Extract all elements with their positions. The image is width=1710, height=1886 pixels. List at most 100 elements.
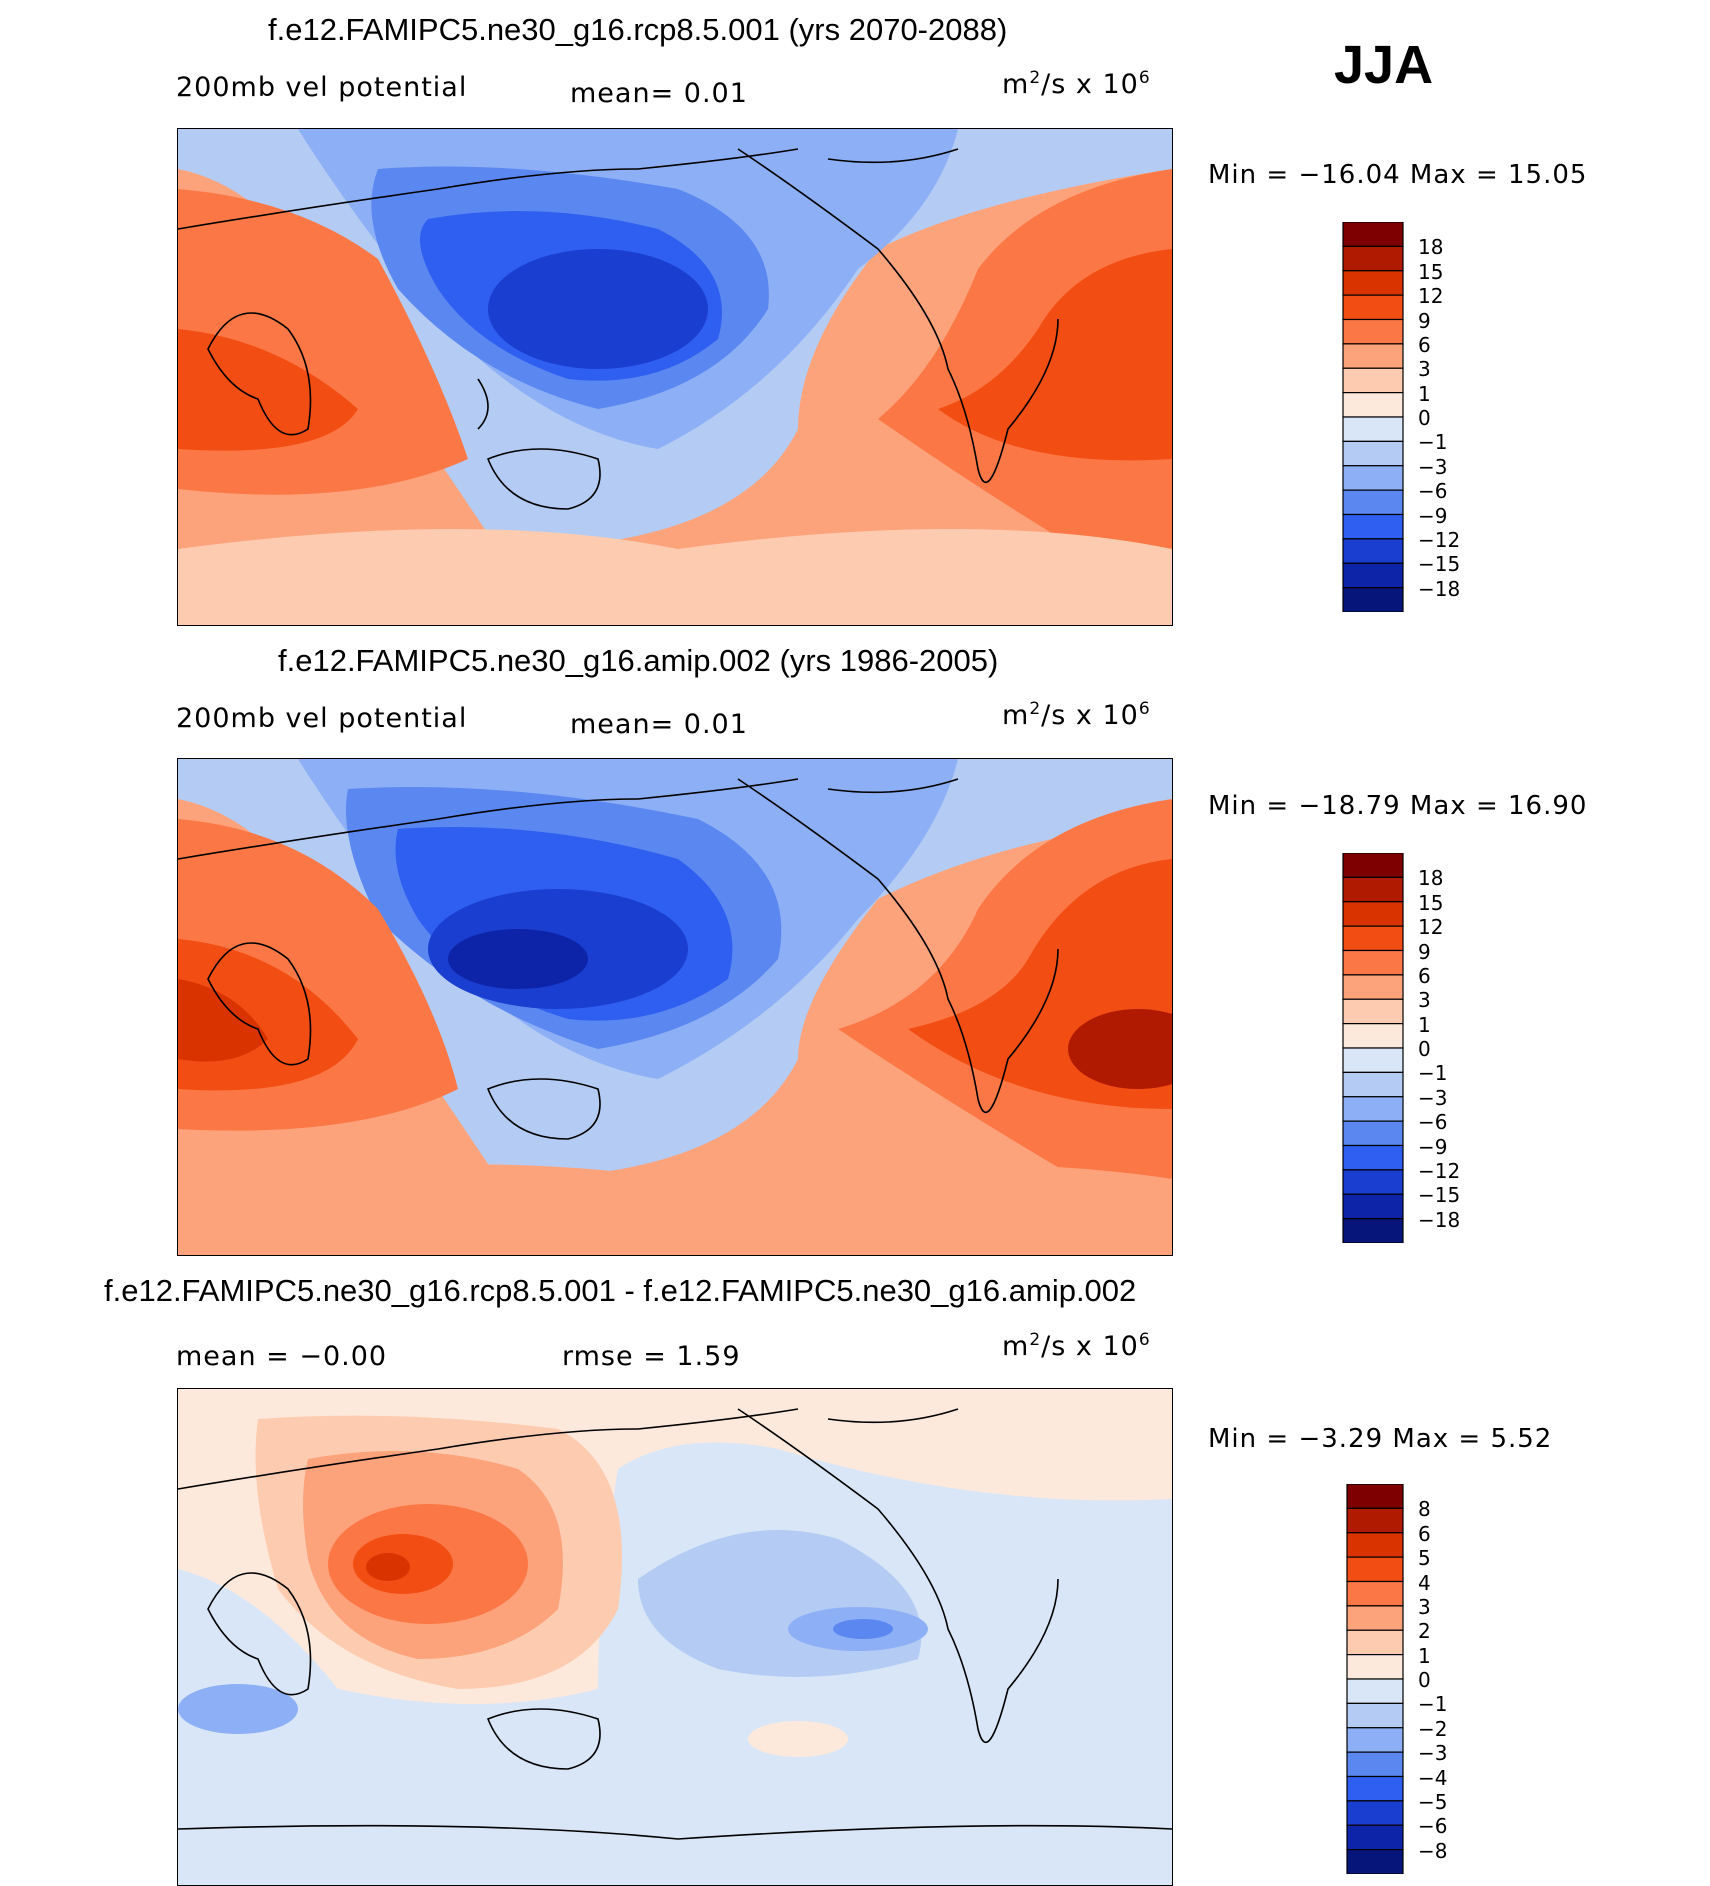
panel1-colorbar-tick-label: −15 [1418, 552, 1461, 577]
panel3-colorbar-tick-label: 1 [1418, 1643, 1431, 1668]
panel2-colorbar-tick-label: −18 [1418, 1207, 1461, 1232]
panel3-field-neg4 [178, 1684, 298, 1734]
panel3-colorbar-segment [1346, 1702, 1404, 1729]
panel1-colorbar-tick-label: 15 [1418, 259, 1444, 284]
panel2-colorbar-segment [1342, 1096, 1404, 1122]
panel3-colorbar-segment [1346, 1580, 1404, 1607]
panel2-field-south [178, 1164, 1172, 1255]
panel3-colorbar-tick-label: −8 [1418, 1838, 1448, 1863]
panel2-colorbar-segment [1342, 949, 1404, 976]
panel3-units: m2/s x 106 [1002, 1330, 1151, 1362]
panel2-map [177, 758, 1173, 1256]
panel1-colorbar-tick-label: −1 [1418, 430, 1448, 455]
panel3-colorbar [1346, 1483, 1404, 1879]
panel2-minmax: Min = −18.79 Max = 16.90 [1208, 791, 1588, 821]
panel3-colorbar-segment [1346, 1775, 1404, 1802]
panel1-colorbar [1342, 221, 1404, 617]
panel2-title: f.e12.FAMIPC5.ne30_g16.amip.002 (yrs 198… [278, 643, 999, 678]
panel3-field-neg3 [833, 1619, 893, 1639]
panel3-field-pos5 [366, 1553, 410, 1581]
panel2-colorbar-tick-label: −1 [1418, 1061, 1448, 1086]
panel3-colorbar-segment [1346, 1605, 1404, 1631]
panel1-colorbar-segment [1342, 343, 1404, 369]
panel1-minmax: Min = −16.04 Max = 15.05 [1208, 160, 1588, 190]
panel1-colorbar-tick-label: 12 [1418, 284, 1444, 309]
panel1-colorbar-tick-label: 3 [1418, 357, 1431, 382]
panel3-colorbar-segment [1346, 1629, 1404, 1656]
panel1-colorbar-segment [1342, 270, 1404, 296]
panel1-colorbar-tick-label: −12 [1418, 527, 1461, 552]
panel1-colorbar-segment [1342, 245, 1404, 272]
panel1-colorbar-segment [1342, 367, 1404, 394]
panel3-mean-label: mean = −0.00 [176, 1341, 388, 1372]
panel3-coastlines [178, 1408, 1172, 1840]
panel1-colorbar-tick-label: 6 [1418, 332, 1431, 357]
panel2-colorbar-tick-label: 6 [1418, 963, 1431, 988]
panel3-colorbar-segment [1346, 1751, 1404, 1778]
panel1-colorbar-segment [1342, 587, 1404, 613]
panel3-minmax: Min = −3.29 Max = 5.52 [1208, 1424, 1553, 1454]
panel2-field-pos6 [1068, 1009, 1172, 1089]
panel1-colorbar-segment [1342, 294, 1404, 321]
panel3-colorbar-tick-label: −4 [1418, 1765, 1448, 1790]
panel3-colorbar-svg [1346, 1483, 1404, 1875]
panel2-colorbar-tick-label: 1 [1418, 1012, 1431, 1037]
panel2-mean-label: mean= 0.01 [570, 709, 748, 740]
panel1-map [177, 128, 1173, 626]
panel3-colorbar-segment [1346, 1727, 1404, 1753]
panel3-colorbar-tick-label: −1 [1418, 1692, 1448, 1717]
season-label: JJA [1334, 35, 1434, 95]
panel3-colorbar-tick-label: 3 [1418, 1594, 1431, 1619]
panel2-colorbar-tick-label: −6 [1418, 1110, 1448, 1135]
panel2-colorbar-segment [1342, 1071, 1404, 1098]
panel3-colorbar-tick-label: −3 [1418, 1741, 1448, 1766]
panel1-variable-label: 200mb vel potential [176, 72, 468, 103]
panel1-field-south [178, 529, 1172, 625]
panel1-colorbar-segment [1342, 318, 1404, 345]
panel1-colorbar-segment [1342, 562, 1404, 589]
panel1-colorbar-segment [1342, 392, 1404, 418]
panel3-colorbar-segment [1346, 1556, 1404, 1583]
panel1-colorbar-segment [1342, 489, 1404, 516]
panel3-colorbar-tick-label: 8 [1418, 1497, 1431, 1522]
panel2-colorbar-segment [1342, 1120, 1404, 1147]
panel2-colorbar [1342, 852, 1404, 1248]
panel2-colorbar-segment [1342, 1169, 1404, 1195]
panel3-colorbar-tick-label: −2 [1418, 1716, 1448, 1741]
panel2-units: m2/s x 106 [1002, 699, 1151, 731]
panel3-colorbar-segment [1346, 1849, 1404, 1875]
panel3-rmse-label: rmse = 1.59 [562, 1341, 741, 1372]
panel2-field-neg6 [448, 929, 588, 989]
panel1-colorbar-segment [1342, 538, 1404, 564]
panel3-map [177, 1388, 1173, 1886]
panel3-colorbar-tick-label: 2 [1418, 1619, 1431, 1644]
panel3-colorbar-tick-label: −5 [1418, 1789, 1448, 1814]
panel2-colorbar-segment [1342, 974, 1404, 1000]
panel1-colorbar-tick-label: 0 [1418, 406, 1431, 430]
panel2-field-pos3 [178, 979, 268, 1062]
panel2-colorbar-segment [1342, 998, 1404, 1025]
panel2-colorbar-segment [1342, 901, 1404, 927]
panel2-variable-label: 200mb vel potential [176, 703, 468, 734]
panel2-colorbar-tick-label: −15 [1418, 1183, 1461, 1208]
panel3-colorbar-segment [1346, 1532, 1404, 1558]
panel2-colorbar-tick-label: 3 [1418, 988, 1431, 1013]
panel2-colorbar-tick-label: 18 [1418, 866, 1444, 891]
panel3-colorbar-tick-label: −6 [1418, 1814, 1448, 1839]
panel3-colorbar-tick-label: 5 [1418, 1546, 1431, 1571]
panel3-field-pos6 [748, 1721, 848, 1757]
panel1-colorbar-tick-label: −9 [1418, 503, 1448, 528]
panel1-field-neg5 [488, 249, 708, 369]
panel2-colorbar-segment [1342, 1218, 1404, 1244]
panel3-colorbar-segment [1346, 1483, 1404, 1509]
panel1-colorbar-tick-label: −3 [1418, 454, 1448, 479]
panel1-map-svg [178, 129, 1172, 625]
panel2-colorbar-segment [1342, 1193, 1404, 1220]
panel1-colorbar-svg [1342, 221, 1404, 613]
panel1-colorbar-segment [1342, 221, 1404, 247]
panel3-colorbar-segment [1346, 1800, 1404, 1826]
panel3-colorbar-segment [1346, 1654, 1404, 1680]
panel1-units: m2/s x 106 [1002, 68, 1151, 100]
panel2-coastlines [178, 778, 1059, 1140]
panel2-colorbar-segment [1342, 925, 1404, 952]
